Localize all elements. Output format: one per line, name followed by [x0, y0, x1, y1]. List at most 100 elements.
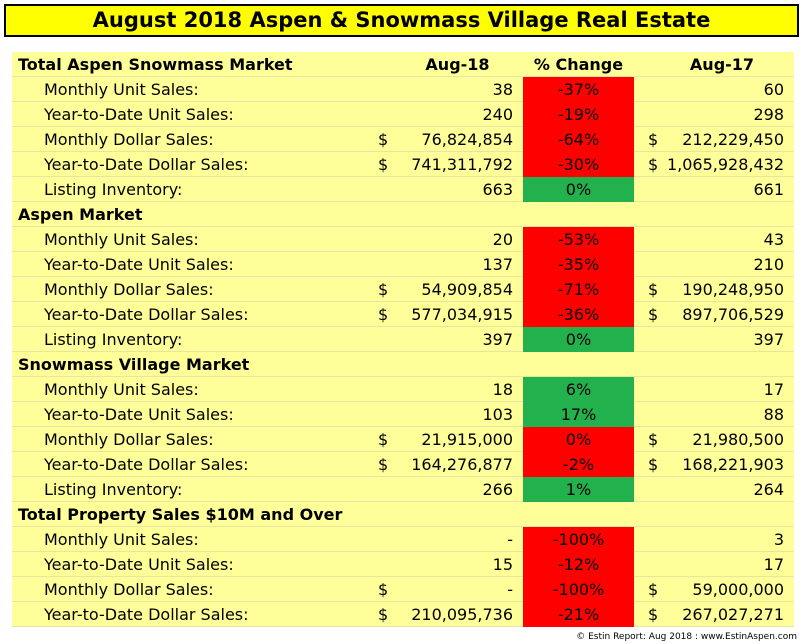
- pct-change-cell: -2%: [523, 452, 634, 477]
- value-aug18: 240: [482, 105, 513, 124]
- row-label: Listing Inventory:: [44, 480, 183, 499]
- value-aug18: 15: [492, 555, 513, 574]
- dollar-sign-aug18: $: [378, 455, 389, 474]
- table-row: Monthly Unit Sales: 18 6% 17: [12, 377, 794, 402]
- dollar-sign-aug18: $: [378, 155, 389, 174]
- table-row: Monthly Dollar Sales: $76,824,854 -64% $212…: [12, 127, 794, 152]
- value-aug17: 212,229,450: [682, 130, 784, 149]
- pct-change-cell: -64%: [523, 127, 634, 152]
- row-label: Year-to-Date Unit Sales:: [44, 555, 234, 574]
- table-row: Listing Inventory: 663 0% 661: [12, 177, 794, 202]
- pct-change-cell: -53%: [523, 227, 634, 252]
- row-label: Monthly Dollar Sales:: [44, 430, 214, 449]
- value-aug17: 17: [763, 380, 784, 399]
- value-aug17: 661: [753, 180, 784, 199]
- value-aug17: 397: [753, 330, 784, 349]
- copyright-credit: © Estin Report: Aug 2018 : www.EstinAspe…: [574, 632, 799, 642]
- section-title: Total Property Sales $10M and Over: [18, 505, 343, 524]
- row-label: Year-to-Date Dollar Sales:: [44, 605, 249, 624]
- section-header-row: Total Property Sales $10M and Over: [12, 502, 794, 527]
- table-row: Year-to-Date Unit Sales: 103 17% 88: [12, 402, 794, 427]
- column-header-pct-change: % Change: [533, 55, 624, 74]
- section-title: Snowmass Village Market: [18, 355, 250, 374]
- pct-change-cell: 17%: [523, 402, 634, 427]
- row-label: Monthly Unit Sales:: [44, 530, 199, 549]
- value-aug18: 54,909,854: [421, 280, 513, 299]
- table-row: Year-to-Date Unit Sales: 240 -19% 298: [12, 102, 794, 127]
- value-aug17: 210: [753, 255, 784, 274]
- value-aug18: 20: [492, 230, 513, 249]
- value-aug18: -: [507, 580, 513, 599]
- value-aug18: 164,276,877: [411, 455, 513, 474]
- dollar-sign-aug17: $: [648, 430, 659, 449]
- table-row: Year-to-Date Unit Sales: 15 -12% 17: [12, 552, 794, 577]
- dollar-sign-aug17: $: [648, 155, 659, 174]
- value-aug17: 60: [763, 80, 784, 99]
- column-header-aug18: Aug-18: [425, 55, 490, 74]
- row-label: Year-to-Date Dollar Sales:: [44, 305, 249, 324]
- table-row: Monthly Dollar Sales: $ - -100% $59,000,000: [12, 577, 794, 602]
- row-label: Monthly Unit Sales:: [44, 380, 199, 399]
- table-row: Listing Inventory: 397 0% 397: [12, 327, 794, 352]
- pct-change-cell: -19%: [523, 102, 634, 127]
- report-title: August 2018 Aspen & Snowmass Village Rea…: [4, 4, 799, 37]
- dollar-sign-aug18: $: [378, 430, 389, 449]
- pct-change-cell: 0%: [523, 427, 634, 452]
- value-aug18: 210,095,736: [411, 605, 513, 624]
- pct-change-cell: -100%: [523, 577, 634, 602]
- dollar-sign-aug18: $: [378, 305, 389, 324]
- table-row: Year-to-Date Dollar Sales: $741,311,792 -3…: [12, 152, 794, 177]
- dollar-sign-aug17: $: [648, 455, 659, 474]
- value-aug18: 18: [492, 380, 513, 399]
- table-row: Monthly Unit Sales: 20 -53% 43: [12, 227, 794, 252]
- row-label: Year-to-Date Unit Sales:: [44, 405, 234, 424]
- row-label: Year-to-Date Unit Sales:: [44, 255, 234, 274]
- value-aug18: 76,824,854: [421, 130, 513, 149]
- dollar-sign-aug17: $: [648, 580, 659, 599]
- value-aug18: -: [507, 530, 513, 549]
- row-label: Monthly Unit Sales:: [44, 230, 199, 249]
- value-aug17: 267,027,271: [682, 605, 784, 624]
- table-row: Monthly Dollar Sales: $54,909,854 -71% $190…: [12, 277, 794, 302]
- table-row: Monthly Dollar Sales: $21,915,000 0% $21,98…: [12, 427, 794, 452]
- row-label: Listing Inventory:: [44, 330, 183, 349]
- pct-change-cell: -100%: [523, 527, 634, 552]
- pct-change-cell: -71%: [523, 277, 634, 302]
- section-header-row: Snowmass Village Market: [12, 352, 794, 377]
- section-title: Aspen Market: [18, 205, 143, 224]
- value-aug18: 397: [482, 330, 513, 349]
- pct-change-cell: 6%: [523, 377, 634, 402]
- value-aug17: 190,248,950: [682, 280, 784, 299]
- dollar-sign-aug17: $: [648, 605, 659, 624]
- pct-change-cell: -30%: [523, 152, 634, 177]
- value-aug17: 17: [763, 555, 784, 574]
- row-label: Year-to-Date Dollar Sales:: [44, 155, 249, 174]
- row-label: Monthly Dollar Sales:: [44, 280, 214, 299]
- dollar-sign-aug18: $: [378, 280, 389, 299]
- row-label: Year-to-Date Unit Sales:: [44, 105, 234, 124]
- value-aug17: 264: [753, 480, 784, 499]
- pct-change-cell: -12%: [523, 552, 634, 577]
- column-header-aug17: Aug-17: [689, 55, 755, 74]
- row-label: Listing Inventory:: [44, 180, 183, 199]
- value-aug18: 741,311,792: [411, 155, 513, 174]
- dollar-sign-aug17: $: [648, 305, 659, 324]
- dollar-sign-aug17: $: [648, 280, 659, 299]
- section-title: Total Aspen Snowmass Market: [18, 55, 293, 74]
- market-stats-table: Total Aspen Snowmass Market Aug-18 % Chang…: [12, 52, 794, 627]
- value-aug17: 43: [763, 230, 784, 249]
- section-header-row: Aspen Market: [12, 202, 794, 227]
- value-aug18: 663: [482, 180, 513, 199]
- pct-change-cell: 0%: [523, 327, 634, 352]
- row-label: Year-to-Date Dollar Sales:: [44, 455, 249, 474]
- value-aug18: 266: [482, 480, 513, 499]
- table-row: Monthly Unit Sales: 38 -37% 60: [12, 77, 794, 102]
- table-row: Year-to-Date Unit Sales: 137 -35% 210: [12, 252, 794, 277]
- value-aug17: 298: [753, 105, 784, 124]
- pct-change-cell: 0%: [523, 177, 634, 202]
- dollar-sign-aug17: $: [648, 130, 659, 149]
- dollar-sign-aug18: $: [378, 580, 389, 599]
- table-row: Year-to-Date Dollar Sales: $164,276,877 -2…: [12, 452, 794, 477]
- value-aug18: 38: [492, 80, 513, 99]
- pct-change-cell: -36%: [523, 302, 634, 327]
